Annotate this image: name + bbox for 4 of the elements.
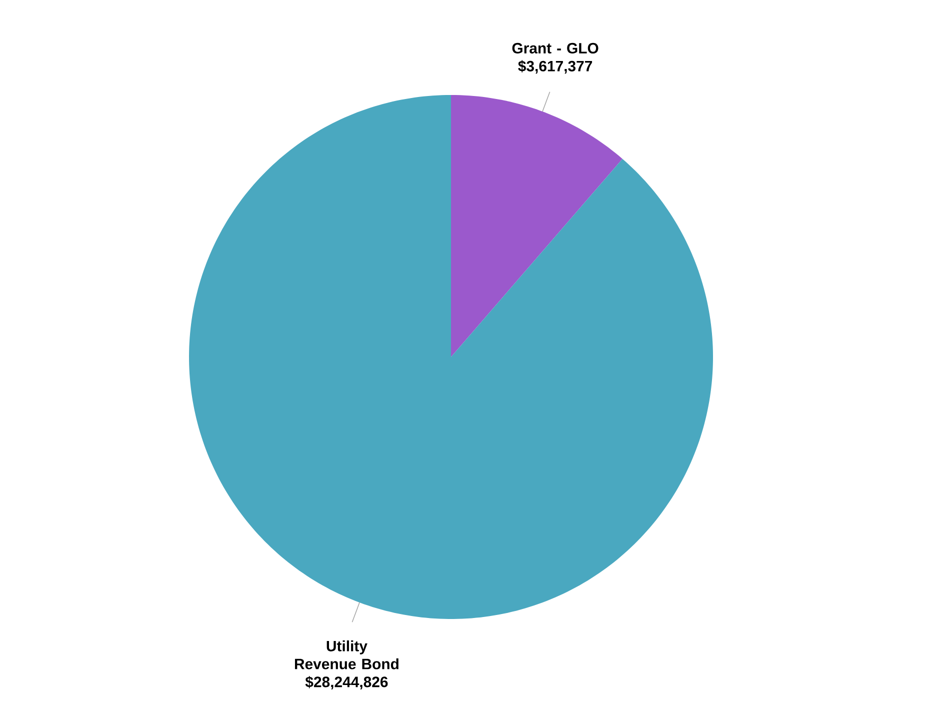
data-label: $28,244,826 — [305, 676, 388, 690]
slice-label: Grant - GLO — [512, 42, 598, 54]
data-label: $3,617,377 — [518, 60, 592, 74]
slice-label: Utility Revenue Bond — [294, 640, 398, 670]
